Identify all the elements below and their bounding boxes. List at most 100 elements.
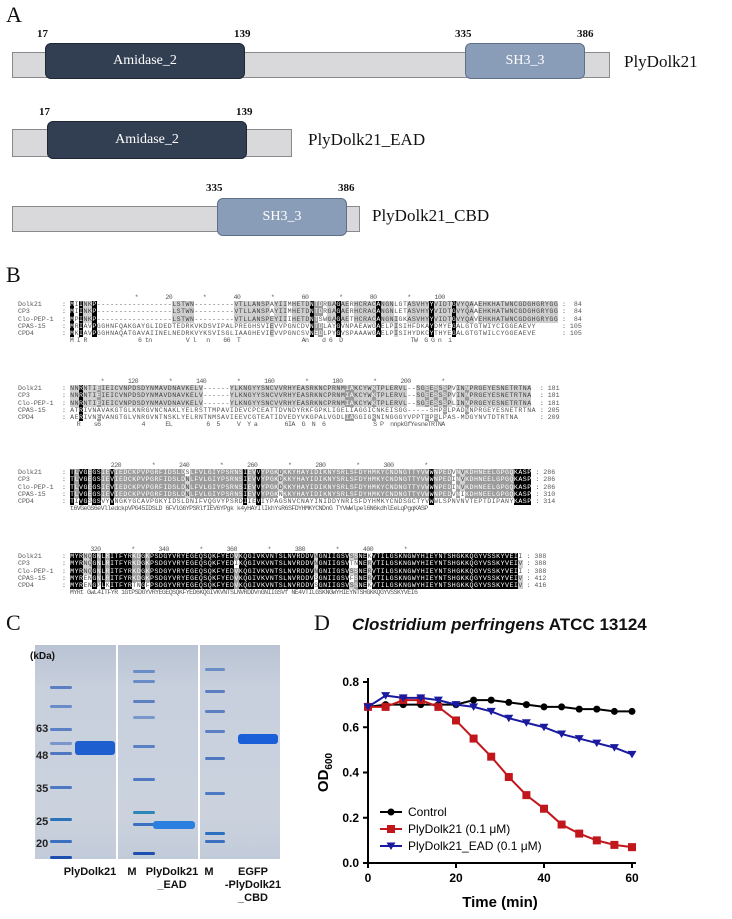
data-point xyxy=(416,694,426,702)
alignment-row: Dolk21: MYRNQGNLRITFYRKDGKPSDGYVRYEGEQSQ… xyxy=(18,553,547,561)
y-tick-label: 0.8 xyxy=(342,675,359,689)
lane-label: M xyxy=(127,866,137,878)
data-point xyxy=(469,703,479,711)
sequence-end: : 181 xyxy=(535,392,560,400)
data-point xyxy=(363,703,373,711)
plydolk21-ead-band xyxy=(153,821,195,829)
sequence-name: CPD4 xyxy=(18,329,34,337)
sequence-name: Clo-PEP-1 xyxy=(18,483,54,491)
ladder-band xyxy=(50,742,72,745)
y-tick-label: 0.2 xyxy=(342,811,359,825)
sequence-end: : 286 xyxy=(531,483,556,491)
data-point xyxy=(434,702,443,711)
y-tick-label: 0.0 xyxy=(342,856,359,870)
sequence-name: CPD4 xyxy=(18,581,34,589)
amidase-domain: Amidase_2 xyxy=(47,121,247,159)
domain-end: 139 xyxy=(234,28,251,40)
panel-c-label: C xyxy=(6,610,21,635)
data-point xyxy=(487,752,496,761)
data-point xyxy=(628,707,636,715)
sequence-name: Clo-PEP-1 xyxy=(18,567,54,575)
ladder-band xyxy=(50,818,72,821)
ladder-band xyxy=(133,680,155,683)
data-point xyxy=(504,714,514,723)
alignment-row: CPD4: MYRENGPLKITFYRTNGFPSDGYVRYEGEQSQKF… xyxy=(18,581,547,590)
alignment-block: 220 * 240 * 260 * 280 * 300 * Dolk21: TLV… xyxy=(18,462,555,512)
sequence-name: CPD4 xyxy=(18,413,34,421)
data-point xyxy=(592,836,601,845)
sequence-name: Clo-PEP-1 xyxy=(18,399,54,407)
alignment-row: CP3: TLVGEGSIEVIEDCKPVPGRFIDSLDNLFVLGIYP… xyxy=(18,476,556,484)
sequence-end: : 84 xyxy=(558,301,582,309)
alignment-row: Clo-PEP-1: TLVGEGSIEVIEDCKPVPGRFIDSLDNLF… xyxy=(18,483,556,491)
data-point xyxy=(522,791,531,800)
alignment-ruler: 320 * 340 * 360 * 380 * 400 * xyxy=(69,546,408,553)
sequence-name: CP3 xyxy=(18,560,30,568)
legend-marker xyxy=(386,842,396,850)
sequence-name: CP3 xyxy=(18,308,30,316)
ladder-band xyxy=(50,705,72,708)
sequence-name: CPAS-15 xyxy=(18,406,46,414)
data-point xyxy=(398,694,408,702)
construct-name: PlyDolk21_EAD xyxy=(308,130,426,149)
ladder-band xyxy=(133,670,155,673)
alignment-block: 320 * 340 * 360 * 380 * 400 * Dolk21: MYR… xyxy=(18,546,546,596)
marker-48: 48 xyxy=(36,750,49,762)
ladder-band xyxy=(205,757,225,760)
panel-b-label: B xyxy=(6,262,21,287)
alignment-row: CPAS-15: ATRIVNAVAKGTGLKNRGVNCNAKLYELRST… xyxy=(18,406,560,414)
sequence-name: CPAS-15 xyxy=(18,574,46,582)
alignment-row: CP3: NNRNTIEIEICVNPDSDYNMAVDNAVKELV-----… xyxy=(18,392,560,400)
gel-panel-3 xyxy=(200,645,280,859)
data-point xyxy=(575,829,584,838)
x-axis-label: Time (min) xyxy=(462,894,538,911)
data-point xyxy=(504,773,513,782)
data-point xyxy=(574,735,584,743)
alignment-block: * 20 * 40 * 60 * 80 * 100 Dolk21: MIINKP-… xyxy=(18,294,582,344)
ladder-band xyxy=(50,752,72,755)
alignment-block: * 120 * 140 * 160 * 180 * 200 * Dolk21: N… xyxy=(18,378,560,428)
data-point xyxy=(451,701,461,709)
data-point xyxy=(505,698,513,706)
alignment-row: CPAS-15: MRIAVPGGHNFQAKGAYGLIDEDTEDRKVKD… xyxy=(18,322,582,330)
data-point xyxy=(557,730,567,739)
ladder-band xyxy=(50,840,72,843)
title-organism: Clostridium perfringens xyxy=(352,615,545,634)
data-point xyxy=(592,739,602,748)
sequence-name: CPAS-15 xyxy=(18,322,46,330)
data-point xyxy=(469,734,478,743)
ladder-band xyxy=(133,716,155,719)
data-point xyxy=(433,696,443,705)
data-point xyxy=(558,703,566,711)
data-point xyxy=(470,696,478,704)
sequence-end: : 412 xyxy=(522,574,547,582)
x-tick-label: 60 xyxy=(625,871,639,885)
alignment-row: Clo-PEP-1: MPINKP-----------------LSTWN-… xyxy=(18,315,582,323)
alignment-row: Clo-PEP-1: MYRNQGNLRITFYRKDGKPSDGYVRYEGE… xyxy=(18,567,547,575)
y-tick-label: 0.6 xyxy=(342,720,359,734)
panel-d-label: D xyxy=(314,610,330,635)
sequence-end: : 181 xyxy=(535,399,560,407)
sequence-end: : 105 xyxy=(558,329,582,337)
domain-start: 17 xyxy=(37,28,48,40)
sequence-end: : 286 xyxy=(531,476,556,484)
sequence-end: : 286 xyxy=(531,469,556,477)
sequence-end: : 181 xyxy=(535,385,560,393)
construct-name: PlyDolk21 xyxy=(624,52,698,71)
construct-name: PlyDolk21_CBD xyxy=(372,206,490,225)
data-point xyxy=(628,843,636,852)
ladder-band xyxy=(50,728,72,731)
data-point xyxy=(610,707,618,715)
legend-label: PlyDolk21 (0.1 μM) xyxy=(408,822,510,836)
sequence-end: : 314 xyxy=(531,497,556,505)
alignment-row: Dolk21: NNRNTIEIEICVNPDSDYNMAVDNAVKELV--… xyxy=(18,385,560,393)
sequence-end: : 416 xyxy=(522,581,547,589)
domain-end: 139 xyxy=(236,106,253,118)
alignment-row: CPD4: AERIVNEVANGTGLVNRGVNTNSKLYELRNTNMS… xyxy=(18,413,560,422)
title-strain: ATCC 13124 xyxy=(544,615,647,634)
data-point xyxy=(522,701,530,709)
ladder-band xyxy=(205,710,225,713)
data-point xyxy=(539,723,549,732)
sequence-end: : 209 xyxy=(535,413,560,421)
sequence-name: Dolk21 xyxy=(18,301,42,309)
